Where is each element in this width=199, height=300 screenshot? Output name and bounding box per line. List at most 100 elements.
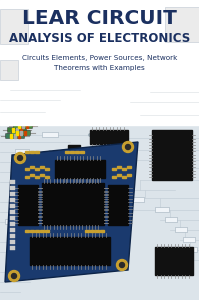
Bar [90,230,94,232]
Circle shape [89,134,91,136]
Text: LEAR CIRCUIT: LEAR CIRCUIT [22,8,177,28]
Bar [10,246,15,250]
Bar [25,167,29,170]
Bar [127,166,131,168]
Bar [45,230,49,232]
Bar [0,0,199,125]
Bar [122,167,126,170]
Bar [25,230,29,232]
Circle shape [123,142,134,152]
Bar [10,180,15,184]
Bar [22,189,36,194]
Bar [30,173,34,176]
Bar [90,130,128,144]
Bar [30,237,110,265]
FancyBboxPatch shape [14,124,32,128]
Bar [105,187,119,192]
Bar [10,192,15,196]
Polygon shape [5,142,138,282]
Bar [152,130,192,180]
Circle shape [9,221,11,223]
Bar [165,217,177,222]
Bar [24,121,26,125]
Bar [155,247,193,275]
Circle shape [120,262,125,268]
Bar [18,134,20,138]
Bar [10,240,15,244]
Bar [40,166,44,168]
Circle shape [19,191,21,193]
Circle shape [12,274,17,278]
Bar [40,173,44,176]
Bar [25,176,29,178]
Bar [35,167,39,170]
Bar [10,216,15,220]
Circle shape [49,151,51,153]
Bar [130,197,144,202]
Bar [16,131,18,135]
Bar [122,176,126,178]
Bar [0,122,199,300]
Bar [22,124,24,128]
Bar [100,169,114,174]
Circle shape [29,181,31,183]
Bar [10,134,12,138]
Text: Circuits Elements, Power Sources, Network: Circuits Elements, Power Sources, Networ… [22,55,177,61]
Bar [14,134,16,138]
Bar [127,173,131,176]
Bar [10,204,15,208]
FancyBboxPatch shape [6,134,24,139]
Bar [75,151,79,153]
Bar [0,0,199,125]
Circle shape [18,155,22,160]
Bar [30,166,34,168]
Bar [165,7,199,42]
Bar [45,167,49,170]
Text: ANALYSIS OF ELECTRONICS: ANALYSIS OF ELECTRONICS [9,32,190,46]
Bar [0,9,28,44]
Bar [55,160,105,178]
Bar [24,131,26,135]
FancyBboxPatch shape [8,128,26,133]
Bar [10,198,15,202]
Bar [75,159,89,164]
Circle shape [59,161,61,163]
Bar [80,151,84,153]
Bar [112,167,116,170]
Bar [10,210,15,214]
Circle shape [19,211,21,213]
Bar [15,149,29,154]
Bar [45,176,49,178]
Bar [117,166,121,168]
Bar [108,185,128,225]
FancyBboxPatch shape [12,130,30,136]
Bar [20,131,22,135]
FancyBboxPatch shape [20,121,38,125]
Bar [10,222,15,226]
Bar [70,151,74,153]
Circle shape [24,201,26,203]
Bar [45,199,59,204]
Bar [10,234,15,238]
Bar [185,247,197,252]
Bar [183,237,195,242]
Bar [95,230,99,232]
Bar [16,128,18,132]
Bar [30,151,34,153]
Circle shape [15,152,25,164]
Bar [25,151,29,153]
Bar [5,219,17,224]
Bar [65,151,69,153]
Bar [10,228,15,232]
Bar [68,145,80,157]
Bar [100,230,104,232]
Bar [42,183,104,225]
Bar [26,124,28,128]
Bar [18,124,20,128]
Bar [8,259,20,264]
Bar [42,132,58,137]
Bar [112,176,116,178]
Bar [55,169,69,174]
Bar [18,185,38,225]
Circle shape [34,171,36,173]
